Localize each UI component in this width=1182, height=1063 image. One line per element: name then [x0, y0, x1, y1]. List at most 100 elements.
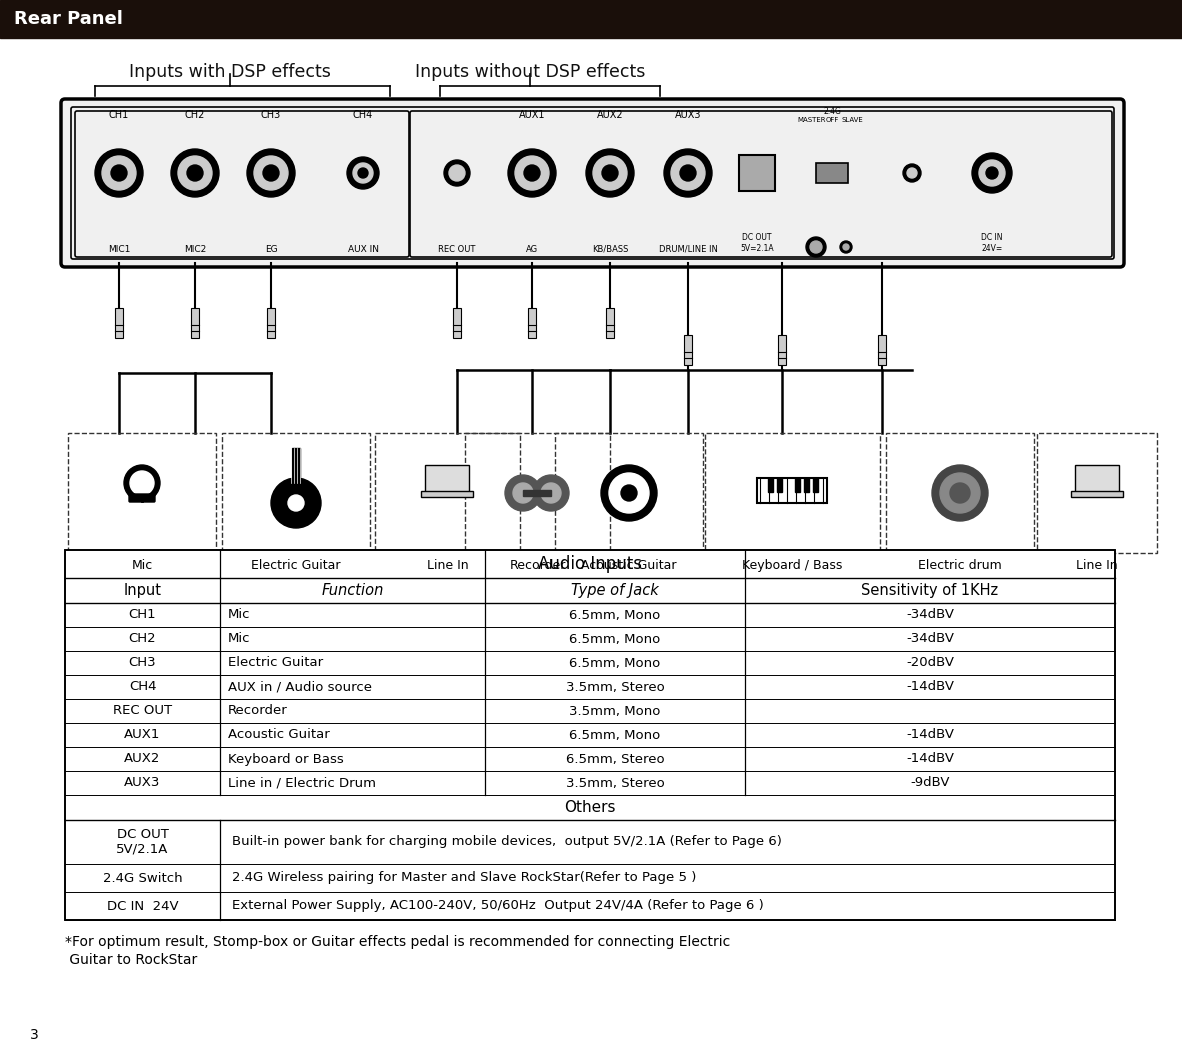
Circle shape: [353, 163, 374, 183]
Circle shape: [130, 471, 154, 495]
Circle shape: [102, 156, 136, 190]
FancyBboxPatch shape: [129, 494, 155, 502]
Text: 3.5mm, Stereo: 3.5mm, Stereo: [566, 776, 664, 790]
Circle shape: [609, 473, 649, 513]
Circle shape: [271, 478, 322, 528]
Text: AUX2: AUX2: [124, 753, 161, 765]
Circle shape: [515, 156, 548, 190]
Text: 3: 3: [30, 1028, 39, 1042]
Text: CH2: CH2: [129, 632, 156, 645]
Text: Guitar to RockStar: Guitar to RockStar: [65, 954, 197, 967]
Bar: [816, 163, 847, 183]
Bar: [739, 155, 775, 191]
Bar: [191, 308, 199, 338]
Text: Rear Panel: Rear Panel: [14, 10, 123, 28]
FancyBboxPatch shape: [61, 99, 1124, 267]
Circle shape: [95, 149, 143, 197]
Text: 6.5mm, Stereo: 6.5mm, Stereo: [566, 753, 664, 765]
Text: CH4: CH4: [353, 109, 374, 120]
Bar: [375, 433, 520, 553]
Text: 6.5mm, Mono: 6.5mm, Mono: [570, 728, 661, 742]
Circle shape: [111, 165, 126, 181]
Text: DC OUT
5V=2.1A: DC OUT 5V=2.1A: [740, 233, 774, 253]
Text: MASTER: MASTER: [798, 117, 826, 123]
Bar: [292, 448, 300, 483]
Text: 3.5mm, Mono: 3.5mm, Mono: [570, 705, 661, 718]
Circle shape: [843, 244, 849, 250]
Circle shape: [600, 465, 657, 521]
Text: Mic: Mic: [228, 632, 251, 645]
Circle shape: [950, 483, 970, 503]
Text: External Power Supply, AC100-240V, 50/60Hz  Output 24V/4A (Refer to Page 6 ): External Power Supply, AC100-240V, 50/60…: [232, 899, 764, 912]
Text: Inputs with DSP effects: Inputs with DSP effects: [129, 63, 331, 81]
Text: 2.4G Wireless pairing for Master and Slave RockStar(Refer to Page 5 ): 2.4G Wireless pairing for Master and Sla…: [232, 872, 696, 884]
Text: Audio Inputs: Audio Inputs: [538, 555, 642, 573]
Text: Sensitivity of 1KHz: Sensitivity of 1KHz: [862, 583, 999, 598]
Text: Recorder: Recorder: [509, 559, 566, 572]
Circle shape: [593, 156, 626, 190]
Bar: [804, 478, 808, 492]
Text: CH4: CH4: [129, 680, 156, 693]
Text: -34dBV: -34dBV: [905, 632, 954, 645]
Circle shape: [524, 165, 540, 181]
Text: AG: AG: [526, 244, 538, 253]
Bar: [267, 308, 275, 338]
FancyBboxPatch shape: [74, 111, 409, 257]
Bar: [768, 478, 773, 492]
Text: CH1: CH1: [129, 608, 156, 622]
Text: KB/BASS: KB/BASS: [592, 244, 628, 253]
Bar: [813, 478, 818, 492]
Circle shape: [903, 164, 921, 182]
Circle shape: [444, 161, 470, 186]
Circle shape: [254, 156, 288, 190]
Text: CH3: CH3: [261, 109, 281, 120]
Text: REC OUT: REC OUT: [113, 705, 173, 718]
Circle shape: [972, 153, 1012, 193]
Text: -14dBV: -14dBV: [905, 680, 954, 693]
Bar: [222, 433, 370, 553]
Text: Electric Guitar: Electric Guitar: [252, 559, 340, 572]
Text: 6.5mm, Mono: 6.5mm, Mono: [570, 632, 661, 645]
Text: REC OUT: REC OUT: [439, 244, 475, 253]
Text: Function: Function: [322, 583, 384, 598]
Text: Inputs without DSP effects: Inputs without DSP effects: [415, 63, 645, 81]
Bar: [453, 308, 461, 338]
Bar: [1037, 433, 1157, 553]
Text: EG: EG: [265, 244, 278, 253]
Text: Acoustic Guitar: Acoustic Guitar: [582, 559, 677, 572]
Bar: [65, 550, 1115, 919]
Circle shape: [187, 165, 203, 181]
Text: -34dBV: -34dBV: [905, 608, 954, 622]
Text: 3.5mm, Stereo: 3.5mm, Stereo: [566, 680, 664, 693]
Circle shape: [586, 149, 634, 197]
Circle shape: [810, 241, 821, 253]
Circle shape: [508, 149, 556, 197]
Text: 6.5mm, Mono: 6.5mm, Mono: [570, 657, 661, 670]
Circle shape: [664, 149, 712, 197]
Text: -14dBV: -14dBV: [905, 728, 954, 742]
Circle shape: [348, 157, 379, 189]
Bar: [426, 465, 469, 493]
Text: Type of Jack: Type of Jack: [571, 583, 658, 598]
Text: Mic: Mic: [228, 608, 251, 622]
Bar: [465, 433, 610, 553]
Bar: [878, 335, 886, 365]
Circle shape: [931, 465, 988, 521]
Circle shape: [541, 483, 561, 503]
Text: AUX IN: AUX IN: [348, 244, 378, 253]
Bar: [69, 433, 216, 553]
Text: -20dBV: -20dBV: [905, 657, 954, 670]
Circle shape: [264, 165, 279, 181]
Circle shape: [621, 485, 637, 501]
Text: AUX2: AUX2: [597, 109, 623, 120]
Circle shape: [907, 168, 917, 178]
Circle shape: [602, 165, 618, 181]
Text: Keyboard / Bass: Keyboard / Bass: [742, 559, 843, 572]
Text: DC IN
24V=: DC IN 24V=: [981, 233, 1002, 253]
Circle shape: [288, 495, 304, 511]
Circle shape: [806, 237, 826, 257]
Circle shape: [986, 167, 998, 179]
Circle shape: [979, 161, 1005, 186]
Bar: [556, 433, 703, 553]
Bar: [778, 335, 786, 365]
